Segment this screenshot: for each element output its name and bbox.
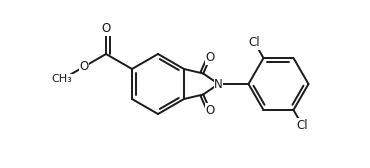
Text: Cl: Cl (297, 119, 308, 132)
Text: O: O (205, 51, 215, 65)
Text: O: O (205, 103, 215, 117)
Text: Cl: Cl (249, 36, 260, 49)
Text: O: O (79, 60, 88, 73)
Text: CH₃: CH₃ (51, 74, 72, 85)
Text: N: N (214, 77, 223, 91)
Text: O: O (101, 22, 111, 35)
